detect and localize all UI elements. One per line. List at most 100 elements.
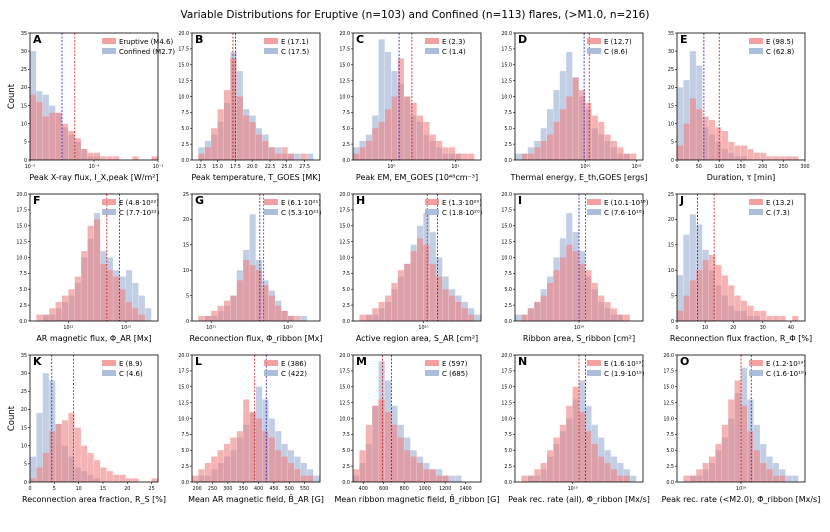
legend-entry-eruptive: E (98.5) xyxy=(766,38,794,46)
bar-eruptive xyxy=(385,109,392,160)
bar-eruptive xyxy=(404,450,411,482)
bar-eruptive xyxy=(766,315,773,321)
x-tick-label: 25 xyxy=(149,486,155,492)
x-tick-label: 10¹⁹ xyxy=(568,486,578,492)
bar-eruptive xyxy=(126,478,133,482)
y-tick-label: 20.0 xyxy=(339,192,350,198)
y-tick-label: 0.0 xyxy=(181,158,189,164)
y-tick-label: 12.5 xyxy=(178,78,189,84)
bar-eruptive xyxy=(521,314,528,321)
bar-eruptive xyxy=(540,295,547,321)
bar-eruptive xyxy=(106,471,113,482)
bar-confined xyxy=(138,295,145,321)
bar-eruptive xyxy=(572,251,579,321)
bar-eruptive xyxy=(36,101,43,160)
legend-name: E xyxy=(766,199,770,207)
x-axis-label: Reconnection area fraction, R_S [%] xyxy=(22,495,166,504)
bar-eruptive xyxy=(521,153,528,160)
legend-entry-confined: C (7.3) xyxy=(766,209,790,217)
y-tick-label: 10 xyxy=(183,268,189,274)
y-tick-label: 15.0 xyxy=(339,385,350,391)
bar-eruptive xyxy=(294,315,301,321)
legend-name: E xyxy=(604,38,608,46)
y-tick-label: 35 xyxy=(21,353,27,359)
y-tick-label: 5.0 xyxy=(342,448,350,454)
panel-m: 0.0 2.5 5.0 7.5 10.0 12.5 15.0 17.5 20.0 400 600 80… xyxy=(334,353,499,504)
y-tick-label: 7.5 xyxy=(504,271,512,277)
bar-eruptive xyxy=(677,310,684,321)
bar-eruptive xyxy=(249,412,256,482)
y-tick-label: 17.5 xyxy=(339,369,350,375)
y-tick-label: 0.0 xyxy=(342,480,350,486)
y-tick-label: 0.0 xyxy=(19,319,27,325)
x-axis-label: Peak rec. rate (<M2.0), Φ̇_ribbon [Mx/s] xyxy=(662,495,821,504)
y-tick-label: 10 xyxy=(21,122,27,128)
legend-swatch-eruptive xyxy=(264,38,278,44)
bar-eruptive xyxy=(81,149,88,160)
x-tick-label: 10¹⁹ xyxy=(736,486,746,492)
bar-eruptive xyxy=(236,280,243,321)
legend-value: (98.5) xyxy=(773,38,794,46)
x-tick-label: 300 xyxy=(800,164,809,170)
legend-swatch-eruptive xyxy=(587,38,601,44)
x-tick-label: 40 xyxy=(788,325,794,331)
bar-eruptive xyxy=(365,314,372,321)
bar-eruptive xyxy=(132,156,139,160)
bar-eruptive xyxy=(417,115,424,160)
bar-eruptive xyxy=(397,437,404,482)
bar-eruptive xyxy=(198,315,205,321)
x-axis-label: Reconnection flux fraction, R_Φ [%] xyxy=(670,334,812,343)
y-tick-label: 20.0 xyxy=(339,353,350,359)
x-axis-label: Peak X-ray flux, I_X,peak [W/m²] xyxy=(29,173,158,182)
legend-name: E xyxy=(119,199,123,207)
bar-eruptive xyxy=(204,315,211,321)
bar-eruptive xyxy=(760,462,767,482)
bar-eruptive xyxy=(741,145,748,160)
y-tick-label: 10.0 xyxy=(663,416,674,422)
legend-value: (1.3·10²⁰) xyxy=(449,199,483,207)
bar-eruptive xyxy=(81,445,88,482)
y-tick-label: 20.0 xyxy=(501,31,512,37)
legend-entry-confined: C (8.6) xyxy=(604,48,628,56)
bar-eruptive xyxy=(461,153,468,160)
bar-eruptive xyxy=(728,399,735,482)
bar-eruptive xyxy=(42,314,49,321)
bar-eruptive xyxy=(113,156,120,160)
bar-eruptive xyxy=(294,469,301,482)
y-tick-label: 0.0 xyxy=(342,158,350,164)
bar-eruptive xyxy=(410,456,417,482)
x-tick-label: 10¹⁹ xyxy=(574,325,584,331)
legend-name: E xyxy=(281,38,285,46)
bar-eruptive xyxy=(300,475,307,482)
bar-confined xyxy=(792,475,799,482)
bar-eruptive xyxy=(81,251,88,321)
y-tick-label: 5 xyxy=(24,462,27,468)
legend-entry-confined: C (1.6·10¹⁹) xyxy=(766,370,807,378)
bar-eruptive xyxy=(249,265,256,321)
axes-frame xyxy=(29,354,159,483)
y-tick-label: 5.0 xyxy=(504,126,512,132)
bar-eruptive xyxy=(721,130,728,160)
bar-eruptive xyxy=(709,120,716,160)
legend-value: (1.6·10¹⁹) xyxy=(773,370,807,378)
bar-eruptive xyxy=(792,156,799,160)
y-tick-label: 10.0 xyxy=(501,255,512,261)
bar-eruptive xyxy=(527,308,534,321)
legend-swatch-eruptive xyxy=(102,199,116,205)
legend-name: C xyxy=(442,48,447,56)
bar-eruptive xyxy=(683,295,690,321)
x-tick-label: 15.0 xyxy=(212,164,223,170)
x-axis-label: Peak EM, EM_GOES [10⁴⁸cm⁻³] xyxy=(356,173,478,182)
x-axis-label: AR magnetic flux, Φ_AR [Mx] xyxy=(36,334,151,343)
panel-b: 0.0 2.5 5.0 7.5 10.0 12.5 15.0 17.5 20.0 12.5 15.0… xyxy=(178,31,320,182)
bar-eruptive xyxy=(553,121,560,160)
bar-eruptive xyxy=(423,469,430,482)
bar-eruptive xyxy=(224,443,231,482)
bar-eruptive xyxy=(87,452,94,482)
bar-eruptive xyxy=(353,469,360,482)
legend-entry-eruptive: E (17.1) xyxy=(281,38,309,46)
bar-eruptive xyxy=(591,115,598,160)
bar-eruptive xyxy=(429,263,436,321)
bar-eruptive xyxy=(721,424,728,482)
y-tick-label: 5.0 xyxy=(666,448,674,454)
